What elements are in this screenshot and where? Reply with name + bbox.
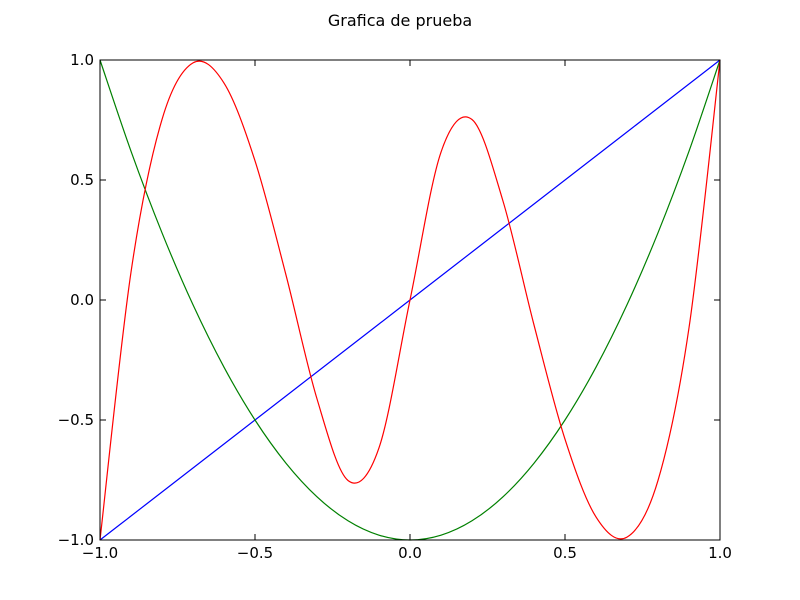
x-tick-label: 0.5 [553, 544, 577, 562]
x-tick-label: 0.0 [398, 544, 422, 562]
series-line-2 [99, 59, 721, 541]
chart-title: Grafica de prueba [328, 11, 472, 30]
y-tick-label: 0.5 [70, 171, 94, 189]
x-tick-label: −0.5 [237, 544, 273, 562]
y-tick-label: 0.0 [70, 291, 94, 309]
y-tick-label: 1.0 [70, 51, 94, 69]
x-tick-label: −1.0 [82, 544, 118, 562]
x-tick-label: 1.0 [708, 544, 732, 562]
y-tick-label: −0.5 [58, 411, 94, 429]
y-tick-label: −1.0 [58, 531, 94, 549]
